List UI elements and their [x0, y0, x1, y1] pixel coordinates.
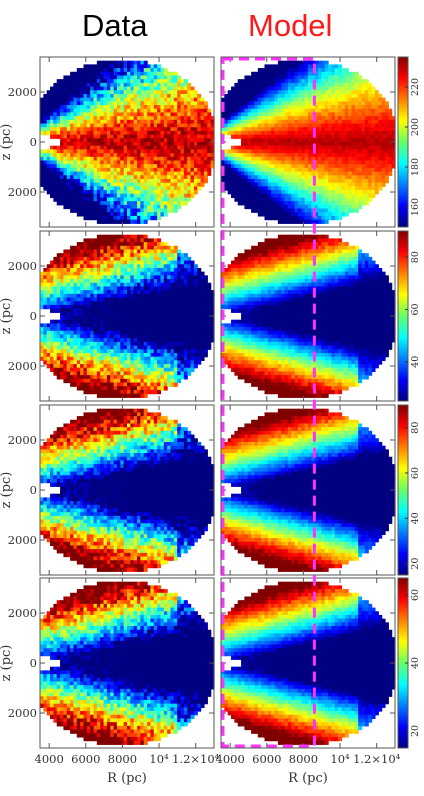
colorbar-tick-label: 80	[410, 251, 421, 263]
x-axis-label: R (pc)	[288, 771, 328, 786]
heatmap-panel-row2-model	[221, 231, 396, 401]
x-tick-label: 8000	[108, 752, 137, 766]
colorbar-tick-label: 60	[410, 589, 421, 601]
colorbar-tick-label: 20	[410, 558, 421, 570]
y-axis-label: z (pc)	[0, 472, 14, 509]
x-tick-label: 6000	[71, 752, 100, 766]
y-tick-label: 0	[30, 135, 37, 149]
column-title-model: Model	[248, 8, 333, 43]
x-tick-label: 8000	[289, 752, 318, 766]
colorbar-tick-label: 60	[410, 467, 421, 479]
colorbar-tick-label: 200	[410, 118, 421, 136]
colorbar-row3	[397, 404, 409, 576]
x-tick-label: 1.2×10⁴	[172, 752, 220, 766]
y-axis-label: z (pc)	[0, 298, 14, 335]
colorbar-tick-label: 160	[410, 198, 421, 216]
x-tick-label: 4000	[216, 752, 245, 766]
colorbar-tick-label: 40	[410, 512, 421, 524]
y-tick-label: 2000	[8, 259, 37, 273]
heatmap-panel-row1-model	[221, 57, 396, 227]
y-tick-label: 2000	[8, 85, 37, 99]
y-axis-label: z (pc)	[0, 645, 14, 682]
y-tick-label: 0	[30, 656, 37, 670]
heatmap-panel-row3-model	[221, 405, 396, 575]
heatmap-panel-row3-data	[40, 405, 215, 575]
highlight-box	[221, 57, 316, 748]
heatmap-panel-row1-data	[40, 57, 215, 227]
colorbar-tick-label: 60	[410, 303, 421, 315]
colorbar-tick-label: 80	[410, 422, 421, 434]
x-tick-label: 10⁴	[330, 752, 350, 766]
x-tick-label: 6000	[252, 752, 281, 766]
heatmap-panel-row4-model	[221, 578, 396, 748]
x-tick-label: 4000	[35, 752, 64, 766]
x-tick-label: 10⁴	[149, 752, 169, 766]
colorbar-tick-label: 180	[410, 158, 421, 176]
x-axis-label: R (pc)	[107, 771, 147, 786]
colorbar-tick-label: 40	[410, 356, 421, 368]
column-title-data: Data	[82, 8, 148, 43]
y-tick-label: 2000	[8, 706, 37, 720]
colorbar-tick-label: 20	[410, 725, 421, 737]
heatmap-panel-row2-data	[40, 231, 215, 401]
y-tick-label: 2000	[8, 359, 37, 373]
y-tick-label: 0	[30, 309, 37, 323]
x-tick-label: 1.2×10⁴	[353, 752, 401, 766]
y-tick-label: 0	[30, 483, 37, 497]
colorbar-tick-label: 220	[410, 78, 421, 96]
y-tick-label: 2000	[8, 185, 37, 199]
y-axis-label: z (pc)	[0, 124, 14, 161]
y-tick-label: 2000	[8, 433, 37, 447]
y-tick-label: 2000	[8, 606, 37, 620]
colorbar-tick-label: 40	[410, 657, 421, 669]
heatmap-panel-row4-data	[40, 578, 215, 748]
colorbar-row1	[397, 56, 409, 228]
y-tick-label: 2000	[8, 533, 37, 547]
colorbar-row2	[397, 230, 409, 402]
